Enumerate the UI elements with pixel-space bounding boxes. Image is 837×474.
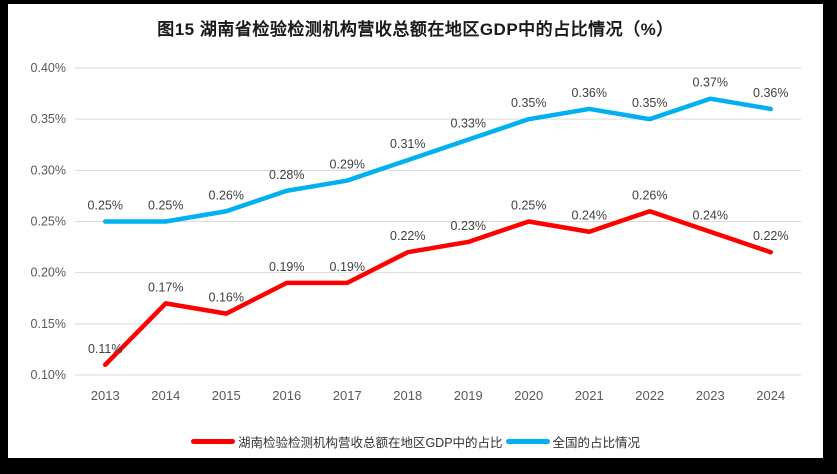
x-axis-tick-label: 2015	[212, 388, 241, 403]
legend-swatch-national	[505, 439, 550, 444]
data-label-national: 0.31%	[390, 137, 425, 151]
data-label-national: 0.33%	[451, 117, 486, 131]
data-label-national: 0.35%	[632, 96, 667, 110]
data-label-hunan: 0.11%	[88, 342, 123, 356]
data-label-hunan: 0.23%	[451, 219, 486, 233]
series-line-national	[103, 96, 773, 224]
y-axis-tick-label: 0.15%	[31, 317, 66, 331]
data-label-national: 0.25%	[88, 199, 123, 213]
data-label-national: 0.25%	[148, 199, 183, 213]
data-label-hunan: 0.16%	[209, 291, 244, 305]
x-axis-tick-label: 2023	[696, 388, 725, 403]
data-label-national: 0.35%	[511, 96, 546, 110]
legend: 湖南检验检测机构营收总额在地区GDP中的占比 全国的占比情况	[8, 432, 823, 451]
x-axis-tick-label: 2024	[756, 388, 785, 403]
data-label-national: 0.29%	[330, 158, 365, 172]
legend-swatch-hunan	[190, 439, 235, 444]
data-label-hunan: 0.22%	[390, 229, 425, 243]
data-label-hunan: 0.19%	[330, 260, 365, 274]
legend-label-hunan: 湖南检验检测机构营收总额在地区GDP中的占比	[237, 436, 503, 450]
chart-area: 图15 湖南省检验检测机构营收总额在地区GDP中的占比情况（%） 0.10% 0.…	[8, 4, 823, 458]
legend-item-national: 全国的占比情况	[505, 432, 641, 451]
data-label-national: 0.28%	[269, 168, 304, 182]
y-axis-tick-label: 0.20%	[31, 266, 66, 280]
y-axis-tick-label: 0.40%	[31, 61, 66, 75]
data-label-hunan: 0.25%	[511, 199, 546, 213]
x-axis-tick-label: 2013	[91, 388, 120, 403]
legend-item-hunan: 湖南检验检测机构营收总额在地区GDP中的占比	[190, 432, 503, 451]
x-axis-tick-label: 2014	[151, 388, 180, 403]
data-label-hunan: 0.17%	[148, 280, 183, 294]
legend-label-national: 全国的占比情况	[552, 436, 641, 450]
data-label-national: 0.37%	[693, 76, 728, 90]
y-axis-tick-label: 0.30%	[31, 163, 66, 177]
plot-canvas: 0.10% 0.15% 0.20% 0.25% 0.30% 0.35% 0.40% 2013 2…	[31, 61, 801, 403]
x-axis-tick-label: 2019	[454, 388, 483, 403]
data-label-hunan: 0.26%	[632, 188, 667, 202]
y-axis-tick-label: 0.25%	[31, 215, 66, 229]
x-axis-tick-label: 2020	[514, 388, 543, 403]
data-label-hunan: 0.22%	[753, 229, 788, 243]
y-axis-tick-label: 0.35%	[31, 112, 66, 126]
x-axis-tick-label: 2022	[635, 388, 664, 403]
y-axis-tick-label: 0.10%	[31, 368, 66, 382]
data-label-national: 0.36%	[572, 86, 607, 100]
x-axis-tick-label: 2021	[575, 388, 604, 403]
data-label-national: 0.26%	[209, 188, 244, 202]
x-axis-tick-label: 2018	[393, 388, 422, 403]
data-label-hunan: 0.24%	[693, 209, 728, 223]
series-line-hunan	[103, 209, 773, 368]
chart-title: 图15 湖南省检验检测机构营收总额在地区GDP中的占比情况（%）	[157, 20, 674, 39]
data-label-national: 0.36%	[753, 86, 788, 100]
data-label-hunan: 0.24%	[572, 209, 607, 223]
x-axis-tick-label: 2016	[272, 388, 301, 403]
data-label-hunan: 0.19%	[269, 260, 304, 274]
x-axis-tick-label: 2017	[333, 388, 362, 403]
